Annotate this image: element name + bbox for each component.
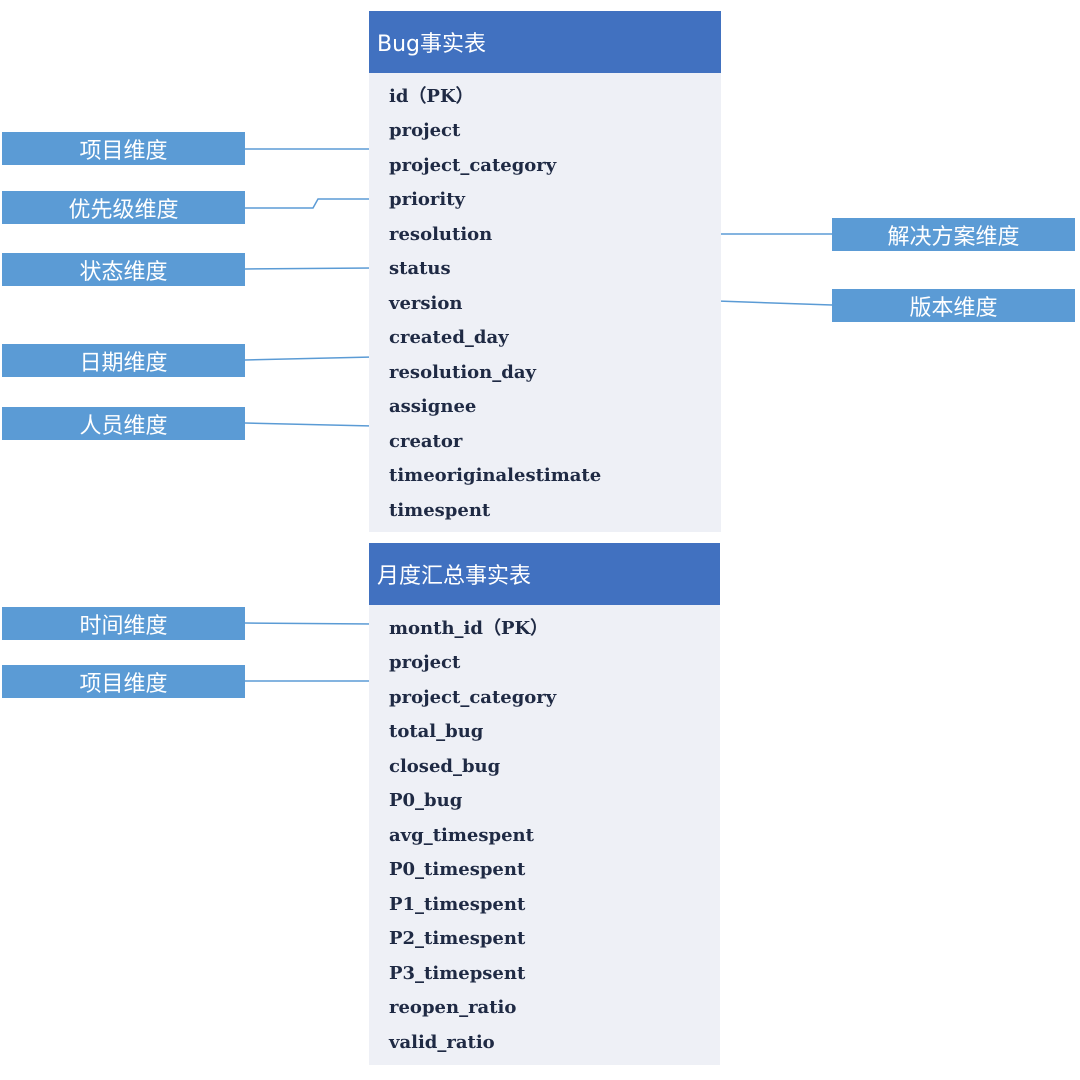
monthly-field-avg-timespent: avg_timespent <box>389 825 534 846</box>
bug-table-header: Bug事实表 <box>369 11 721 73</box>
priority-dimension-box: 优先级维度 <box>2 191 245 224</box>
bug-field-project: project <box>389 120 461 141</box>
monthly-field-reopen-ratio: reopen_ratio <box>389 997 517 1018</box>
version-dimension-box: 版本维度 <box>832 289 1075 322</box>
project-dimension-box-2: 项目维度 <box>2 665 245 698</box>
bug-field-timeoriginalestimate: timeoriginalestimate <box>389 465 602 486</box>
connector-date-dim <box>244 356 374 361</box>
bug-field-creator: creator <box>389 431 463 452</box>
connector-person-dim <box>244 422 374 427</box>
status-dimension-box: 状态维度 <box>2 253 245 286</box>
monthly-table-body: month_id（PK） project project_category to… <box>369 605 720 1065</box>
bug-field-created-day: created_day <box>389 327 509 348</box>
bug-table-body: id（PK） project project_category priority… <box>369 73 721 532</box>
time-dimension-box: 时间维度 <box>2 607 245 640</box>
monthly-field-closed-bug: closed_bug <box>389 756 501 777</box>
person-dimension-box: 人员维度 <box>2 407 245 440</box>
bug-field-timespent: timespent <box>389 500 491 521</box>
monthly-field-month-id: month_id（PK） <box>389 618 549 639</box>
bug-field-project-category: project_category <box>389 155 557 176</box>
resolution-dimension-box: 解决方案维度 <box>832 218 1075 251</box>
bug-field-version: version <box>389 293 463 314</box>
bug-field-resolution-day: resolution_day <box>389 362 536 383</box>
connector-status-dim <box>244 267 374 270</box>
monthly-field-p1-timespent: P1_timespent <box>389 894 526 915</box>
monthly-field-project: project <box>389 652 461 673</box>
bug-field-status: status <box>389 258 451 279</box>
monthly-field-valid-ratio: valid_ratio <box>389 1032 495 1053</box>
bug-field-resolution: resolution <box>389 224 493 245</box>
connector-time-dim <box>244 622 374 625</box>
monthly-field-p3-timepsent: P3_timepsent <box>389 963 526 984</box>
connector-version-dim <box>716 300 833 306</box>
monthly-field-total-bug: total_bug <box>389 721 484 742</box>
bug-field-priority: priority <box>389 189 466 210</box>
bug-field-id: id（PK） <box>389 86 474 107</box>
monthly-table-header: 月度汇总事实表 <box>369 543 720 605</box>
monthly-table-title: 月度汇总事实表 <box>377 564 532 589</box>
monthly-field-p0-timespent: P0_timespent <box>389 859 526 880</box>
monthly-field-project-category: project_category <box>389 687 557 708</box>
project-dimension-box: 项目维度 <box>2 132 245 165</box>
monthly-field-p2-timespent: P2_timespent <box>389 928 526 949</box>
bug-field-assignee: assignee <box>389 396 477 417</box>
bug-table-title: Bug事实表 <box>377 32 487 57</box>
connector-priority-dim <box>245 198 373 209</box>
date-dimension-box: 日期维度 <box>2 344 245 377</box>
monthly-field-p0-bug: P0_bug <box>389 790 463 811</box>
